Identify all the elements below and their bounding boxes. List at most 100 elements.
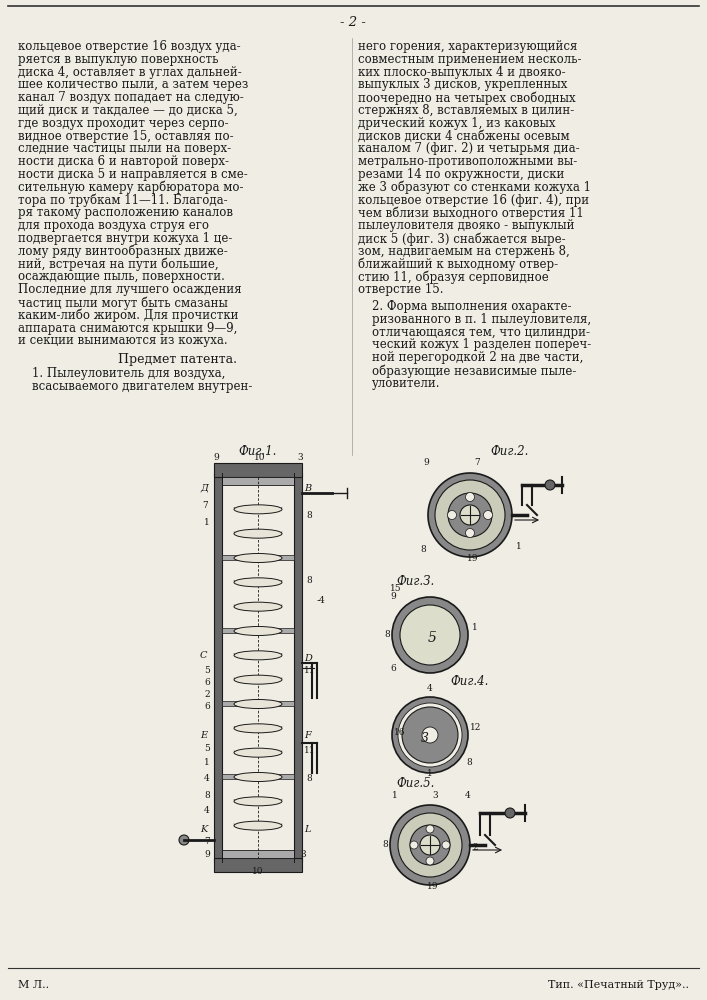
Text: 9: 9 [423, 458, 429, 467]
Text: 4: 4 [204, 774, 210, 783]
Text: D: D [304, 654, 312, 663]
Text: аппарата снимаются крышки 9—9,: аппарата снимаются крышки 9—9, [18, 322, 238, 335]
Text: 2: 2 [204, 690, 209, 699]
Circle shape [390, 805, 470, 885]
Circle shape [448, 493, 492, 537]
Ellipse shape [234, 821, 282, 830]
Text: 4: 4 [204, 806, 210, 815]
Text: частиц пыли могут быть смазаны: частиц пыли могут быть смазаны [18, 296, 228, 310]
Text: F: F [304, 731, 311, 740]
Text: 8: 8 [382, 840, 387, 849]
Circle shape [442, 841, 450, 849]
Text: же 3 образуют со стенками кожуха 1: же 3 образуют со стенками кожуха 1 [358, 181, 591, 194]
Text: ряется в выпуклую поверхность: ряется в выпуклую поверхность [18, 53, 218, 66]
Circle shape [410, 825, 450, 865]
Text: совместным применением несколь-: совместным применением несколь- [358, 53, 581, 66]
Bar [294, 473, 302, 862]
Text: него горения, характеризующийся: него горения, характеризующийся [358, 40, 578, 53]
Text: диск 5 (фиг. 3) снабжается выре-: диск 5 (фиг. 3) снабжается выре- [358, 232, 566, 245]
Circle shape [392, 597, 468, 673]
Text: -4: -4 [317, 596, 326, 605]
Text: 1: 1 [392, 791, 398, 800]
Text: Фиг.5.: Фиг.5. [396, 777, 434, 790]
Text: диска 4, оставляет в углах дальней-: диска 4, оставляет в углах дальней- [18, 66, 242, 79]
Text: следние частицы пыли на поверх-: следние частицы пыли на поверх- [18, 142, 231, 155]
Text: каналом 7 (фиг. 2) и четырьмя диа-: каналом 7 (фиг. 2) и четырьмя диа- [358, 142, 580, 155]
Text: кольцевое отверстие 16 (фиг. 4), при: кольцевое отверстие 16 (фиг. 4), при [358, 194, 589, 207]
Text: - 2 -: - 2 - [340, 15, 366, 28]
Text: стию 11, образуя серповидное: стию 11, образуя серповидное [358, 270, 549, 284]
Text: 4: 4 [465, 791, 471, 800]
Text: кольцевое отверстие 16 воздух уда-: кольцевое отверстие 16 воздух уда- [18, 40, 240, 53]
Text: 12: 12 [470, 723, 481, 732]
Text: 7: 7 [204, 837, 210, 846]
Text: K: K [200, 825, 207, 834]
Text: 10: 10 [252, 867, 264, 876]
Text: 3: 3 [432, 791, 438, 800]
Text: тора по трубкам 11—11. Благода-: тора по трубкам 11—11. Благода- [18, 194, 228, 207]
Circle shape [402, 707, 458, 763]
Text: 3: 3 [297, 453, 303, 462]
Text: 1: 1 [204, 518, 210, 527]
Ellipse shape [234, 602, 282, 611]
Text: и секции вынимаются из кожуха.: и секции вынимаются из кожуха. [18, 334, 228, 347]
Text: 9: 9 [204, 850, 210, 859]
Text: L: L [304, 825, 310, 834]
Text: отверстие 15.: отверстие 15. [358, 283, 443, 296]
Text: В: В [304, 484, 311, 493]
Text: ризованного в п. 1 пылеуловителя,: ризованного в п. 1 пылеуловителя, [372, 313, 591, 326]
Text: чем вблизи выходного отверстия 11: чем вблизи выходного отверстия 11 [358, 206, 584, 220]
Text: 1: 1 [472, 623, 478, 632]
Text: 9: 9 [390, 592, 396, 601]
Circle shape [398, 813, 462, 877]
Circle shape [465, 492, 474, 502]
Circle shape [398, 703, 462, 767]
Text: ря такому расположению каналов: ря такому расположению каналов [18, 206, 233, 219]
Text: 7: 7 [474, 458, 480, 467]
Text: отличающаяся тем, что цилиндри-: отличающаяся тем, что цилиндри- [372, 326, 590, 339]
Text: 11: 11 [304, 666, 315, 675]
Text: 5: 5 [428, 631, 436, 645]
Circle shape [392, 697, 468, 773]
Text: 1: 1 [427, 769, 433, 778]
Text: всасываемого двигателем внутрен-: всасываемого двигателем внутрен- [32, 380, 252, 393]
Text: ности диска 5 и направляется в сме-: ности диска 5 и направляется в сме- [18, 168, 247, 181]
Text: канал 7 воздух попадает на следую-: канал 7 воздух попадает на следую- [18, 91, 244, 104]
Text: 8: 8 [384, 630, 390, 639]
Text: лому ряду винтообразных движе-: лому ряду винтообразных движе- [18, 245, 228, 258]
Bar [222, 701, 294, 706]
Text: пылеуловителя двояко - выпуклый: пылеуловителя двояко - выпуклый [358, 219, 575, 232]
Bar [214, 858, 302, 872]
Text: 6: 6 [390, 664, 396, 673]
Ellipse shape [234, 651, 282, 660]
Text: видное отверстие 15, оставляя по-: видное отверстие 15, оставляя по- [18, 130, 233, 143]
Ellipse shape [234, 748, 282, 757]
Text: 6: 6 [204, 678, 210, 687]
Text: Фиг.2.: Фиг.2. [490, 445, 528, 458]
Text: 8: 8 [306, 511, 312, 520]
Text: 11: 11 [304, 746, 315, 755]
Text: зом, надвигаемым на стержень 8,: зом, надвигаемым на стержень 8, [358, 245, 570, 258]
Circle shape [448, 510, 457, 520]
Text: 19: 19 [427, 882, 438, 891]
Ellipse shape [234, 797, 282, 806]
Ellipse shape [234, 700, 282, 708]
Ellipse shape [234, 675, 282, 684]
Bar [222, 850, 294, 858]
Text: 5: 5 [204, 666, 210, 675]
Text: дисков диски 4 снабжены осевым: дисков диски 4 снабжены осевым [358, 130, 570, 143]
Bar [222, 774, 294, 779]
Circle shape [420, 835, 440, 855]
Circle shape [545, 480, 555, 490]
Text: 1. Пылеуловитель для воздуха,: 1. Пылеуловитель для воздуха, [32, 367, 226, 380]
Text: С: С [200, 651, 207, 660]
Circle shape [426, 857, 434, 865]
Circle shape [465, 528, 474, 538]
Text: 3: 3 [421, 732, 429, 744]
Text: резами 14 по окружности, диски: резами 14 по окружности, диски [358, 168, 564, 181]
Text: ной перегородкой 2 на две части,: ной перегородкой 2 на две части, [372, 351, 583, 364]
Circle shape [179, 835, 189, 845]
Circle shape [460, 505, 480, 525]
Ellipse shape [234, 772, 282, 782]
Text: 19: 19 [467, 554, 479, 563]
